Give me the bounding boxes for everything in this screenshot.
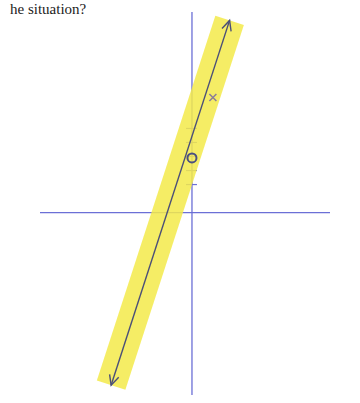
point bbox=[209, 94, 216, 101]
highlight bbox=[111, 20, 230, 385]
point bbox=[187, 153, 196, 162]
arrowhead bbox=[110, 374, 119, 385]
chart: he situation? bbox=[0, 0, 360, 403]
x-axis bbox=[40, 212, 330, 213]
y-axis bbox=[191, 12, 192, 395]
plot-area bbox=[110, 20, 232, 385]
arrowhead bbox=[222, 20, 231, 31]
title: he situation? bbox=[10, 1, 87, 17]
line bbox=[111, 20, 230, 385]
